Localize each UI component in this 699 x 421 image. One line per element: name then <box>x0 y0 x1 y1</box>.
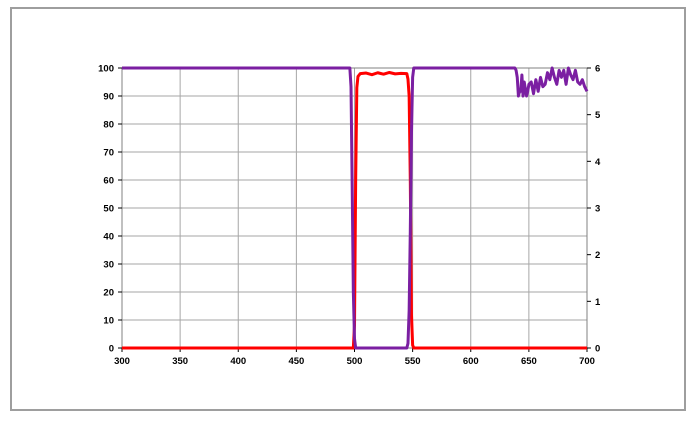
chart: 300 350 400 450 500 550 600 650 7000102030405060… <box>98 64 601 368</box>
x-tick-label: 400 <box>230 356 246 367</box>
y-tick-label: 60 <box>103 176 114 187</box>
x-tick-label: 450 <box>288 356 304 367</box>
y-tick-label: 50 <box>103 204 114 215</box>
y2-tick-label: 2 <box>595 250 600 261</box>
series-line-right-axis <box>122 66 589 350</box>
y2-tick-label: 4 <box>595 157 601 168</box>
y-tick-label: 100 <box>98 64 114 75</box>
x-tick-label: 700 <box>579 356 595 367</box>
x-tick-label: 650 <box>521 356 537 367</box>
x-tick-label: 550 <box>405 356 421 367</box>
y-tick-label: 10 <box>103 316 114 327</box>
x-tick-label: 300 <box>114 356 130 367</box>
y2-tick-label: 3 <box>595 204 600 215</box>
y-tick-label: 40 <box>103 232 114 243</box>
y-tick-label: 70 <box>103 148 114 159</box>
x-tick-label: 600 <box>463 356 479 367</box>
y2-tick-label: 1 <box>595 297 601 308</box>
y2-tick-label: 0 <box>595 344 600 355</box>
tick-labels: 300 350 400 450 500 550 600 650 7000102030405060… <box>98 64 601 368</box>
y-tick-label: 0 <box>109 344 114 355</box>
y2-tick-label: 6 <box>595 64 600 75</box>
y-tick-label: 90 <box>103 92 114 103</box>
x-tick-label: 500 <box>347 356 363 367</box>
y-tick-label: 80 <box>103 120 114 131</box>
y2-tick-label: 5 <box>595 110 601 121</box>
y-tick-label: 30 <box>103 260 114 271</box>
y-tick-label: 20 <box>103 288 114 299</box>
chart-frame: 300 350 400 450 500 550 600 650 700 0 10 20 30 40 50 60… <box>10 7 686 411</box>
series-line-left-axis <box>122 70 587 350</box>
series <box>122 66 589 350</box>
x-tick-label: 350 <box>172 356 188 367</box>
